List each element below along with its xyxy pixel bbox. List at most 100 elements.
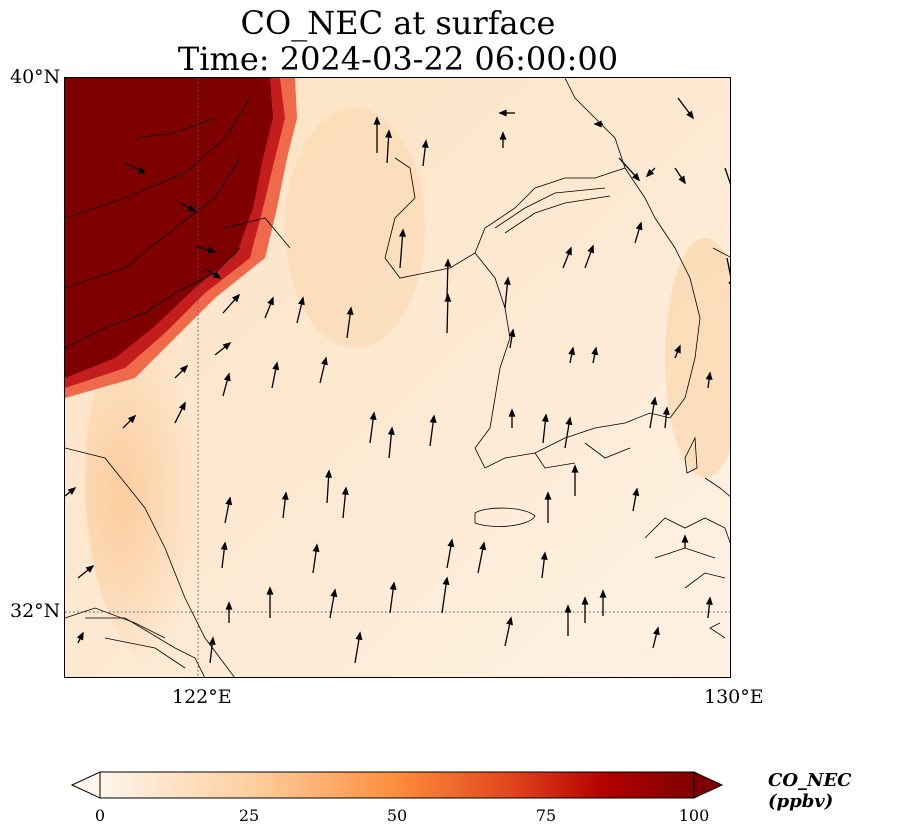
wind-arrow-head — [503, 276, 511, 285]
wind-arrow-head — [541, 413, 549, 422]
wind-arrow-head — [678, 175, 686, 185]
wind-arrow-head — [653, 626, 660, 636]
wind-arrow-head — [591, 346, 599, 356]
wind-arrow-head — [632, 487, 640, 497]
wind-arrow — [342, 491, 347, 519]
wind-arrow — [296, 301, 303, 324]
wind-arrow-head — [705, 371, 713, 381]
colorbar-tick-25: 25 — [238, 806, 260, 825]
wind-arrow-head — [76, 631, 84, 641]
wind-arrow-head — [728, 281, 730, 285]
wind-arrow — [634, 226, 641, 244]
wind-arrow-head — [321, 356, 328, 366]
wind-arrow-head — [127, 414, 137, 424]
wind-arrow-head — [499, 131, 507, 140]
wind-arrow-head — [385, 129, 393, 138]
map-title: CO_NEC at surface — [240, 4, 556, 42]
wind-arrow — [542, 418, 547, 444]
colorbar-gradient — [99, 771, 695, 799]
colorbar-max-extend — [693, 771, 724, 799]
wind-arrow — [632, 492, 637, 512]
wind-arrow-head — [506, 616, 514, 626]
map-panel — [64, 77, 731, 678]
wind-arrow-head — [565, 416, 573, 426]
wind-arrow-head — [212, 271, 222, 279]
wind-arrow-head — [346, 306, 354, 316]
wind-arrow-head — [421, 139, 429, 149]
wind-arrow — [369, 416, 375, 444]
wind-arrow-head — [373, 116, 381, 125]
wind-arrow-head — [399, 228, 406, 237]
wind-arrow-head — [222, 341, 232, 350]
wind-arrow — [649, 401, 655, 429]
wind-arrow-head — [565, 246, 572, 256]
wind-arrow-head — [599, 589, 607, 598]
wind-arrow-head — [267, 296, 274, 306]
wind-arrow — [724, 167, 730, 185]
wind-arrow — [677, 97, 692, 116]
wind-arrow-head — [387, 426, 395, 435]
wind-arrow — [504, 621, 511, 647]
wind-arrow — [209, 641, 214, 664]
wind-vectors — [65, 97, 730, 664]
wind-arrow — [664, 411, 668, 429]
lon-tick-130: 130°E — [704, 686, 764, 708]
wind-arrow — [271, 366, 277, 389]
colorbar — [70, 768, 726, 802]
wind-arrow-head — [298, 296, 305, 306]
wind-arrow-head — [220, 541, 228, 551]
colorbar-tick-100: 100 — [678, 806, 710, 825]
wind-arrow-head — [686, 110, 695, 120]
colorbar-label: CO_NEC (ppbv) — [768, 770, 852, 812]
wind-arrow-head — [674, 344, 681, 354]
wind-arrow-head — [593, 120, 602, 128]
wind-arrow — [429, 419, 435, 447]
wind-arrow — [221, 546, 226, 569]
wind-arrow — [319, 361, 326, 384]
wind-arrow — [124, 162, 142, 172]
wind-arrow — [224, 501, 230, 524]
wind-arrow-head — [266, 586, 274, 595]
wind-arrow — [618, 157, 637, 178]
wind-arrow — [386, 134, 390, 164]
wind-arrow — [504, 281, 509, 309]
wind-arrow-head — [544, 491, 552, 500]
wind-arrow-head — [325, 469, 333, 478]
wind-arrow — [441, 581, 448, 614]
wind-arrow — [346, 311, 352, 339]
wind-arrow-head — [508, 328, 516, 338]
wind-arrow — [726, 257, 730, 277]
wind-arrow-head — [645, 168, 655, 178]
wind-arrow — [194, 245, 212, 252]
wind-arrow — [564, 421, 570, 449]
wind-arrow-head — [540, 551, 548, 561]
wind-arrow-head — [85, 564, 95, 573]
wind-arrow — [174, 406, 184, 424]
wind-arrow-head — [571, 464, 579, 473]
wind-arrow-head — [178, 401, 186, 411]
wind-arrow-head — [231, 293, 241, 303]
lon-tick-122: 122°E — [172, 686, 232, 708]
colorbar-tick-75: 75 — [535, 806, 557, 825]
wind-arrow-head — [369, 411, 377, 421]
wind-arrow-head — [444, 293, 452, 302]
wind-arrow — [446, 298, 449, 334]
wind-arrow-head — [281, 491, 289, 501]
high-co-region — [65, 78, 273, 378]
wind-arrow-head — [681, 534, 689, 543]
wind-arrow — [584, 249, 593, 269]
wind-arrow-head — [225, 496, 233, 506]
wind-arrow-head — [650, 396, 658, 406]
wind-arrow-head — [444, 258, 452, 267]
wind-arrow-head — [355, 631, 363, 641]
wind-arrow-head — [587, 244, 594, 254]
wind-arrow-head — [635, 221, 643, 231]
wind-arrow-head — [498, 109, 507, 117]
wind-arrow — [477, 546, 484, 574]
wind-arrow — [282, 496, 287, 519]
coastlines — [65, 78, 730, 677]
wind-arrow — [422, 144, 427, 167]
wind-arrow — [446, 543, 452, 569]
wind-arrow-head — [137, 166, 147, 174]
wind-arrow — [222, 297, 237, 314]
